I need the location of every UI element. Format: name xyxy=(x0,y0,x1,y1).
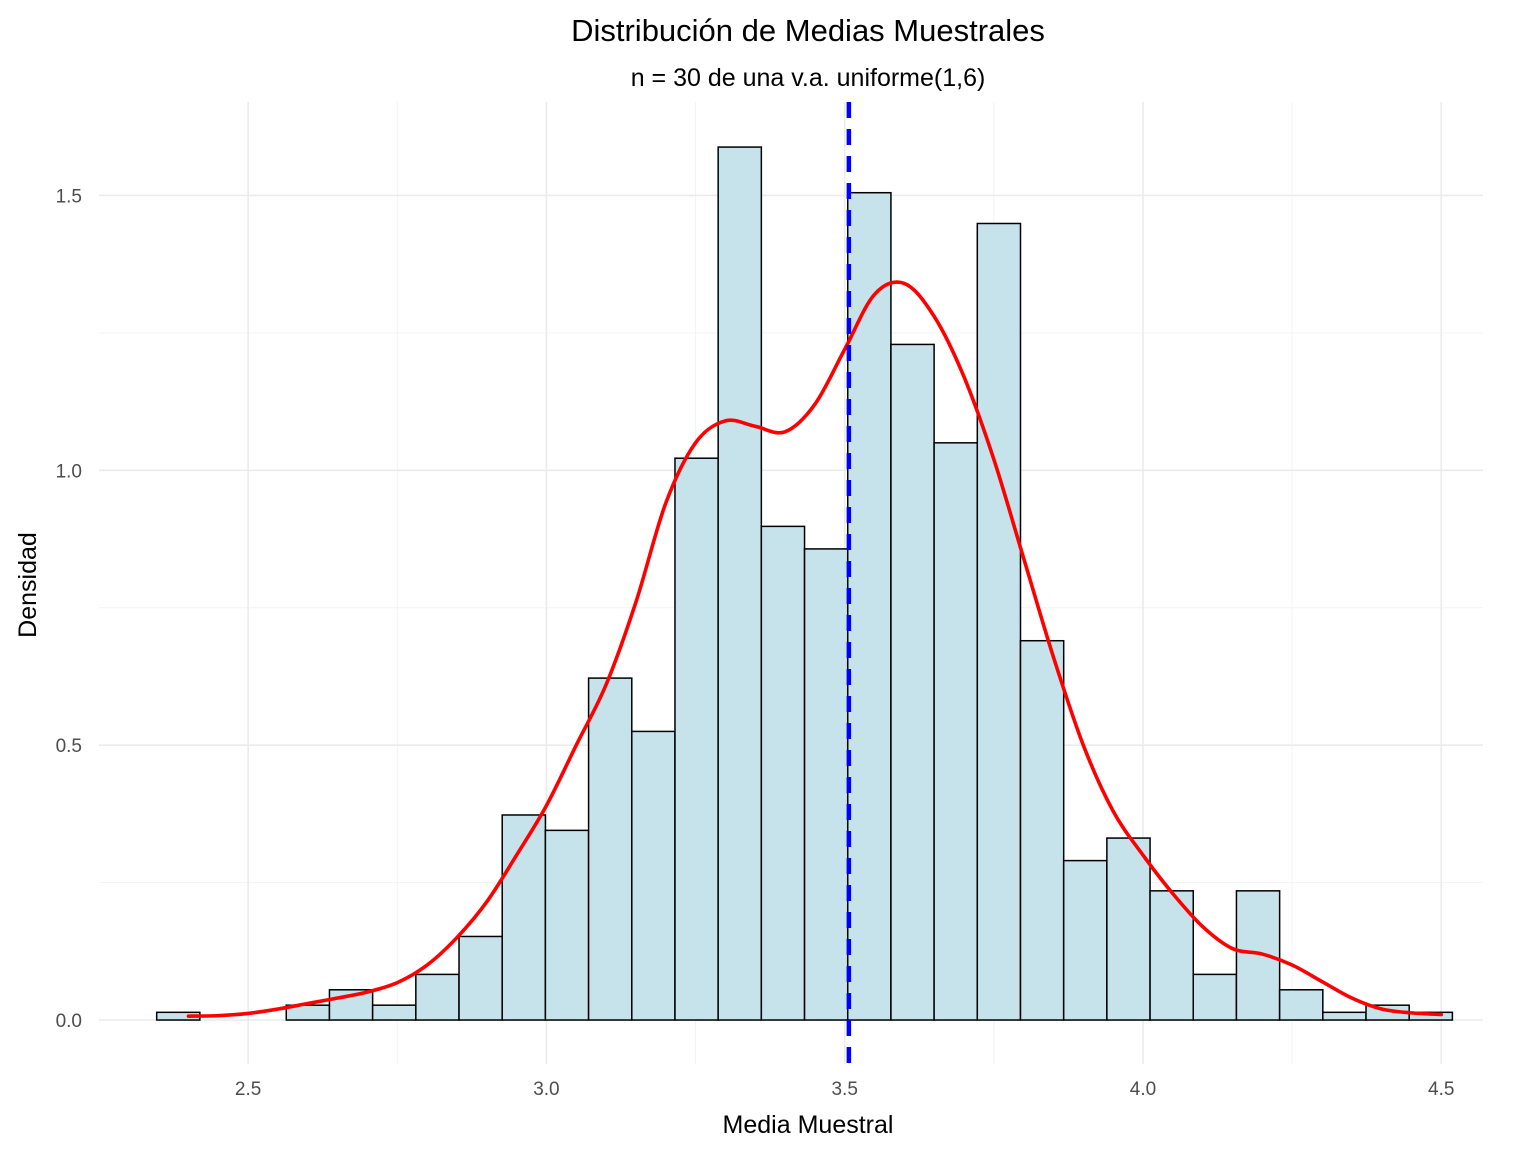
y-tick-label: 1.5 xyxy=(56,186,82,207)
histogram-bar xyxy=(674,457,719,1021)
histogram-bar xyxy=(587,677,633,1021)
histogram-bar xyxy=(1149,890,1195,1021)
x-tick-label: 3.0 xyxy=(533,1079,559,1100)
histogram-bar xyxy=(717,146,763,1021)
y-tick-label: 1.0 xyxy=(56,461,82,482)
chart-title: Distribución de Medias Muestrales xyxy=(571,13,1045,48)
x-tick-label: 2.5 xyxy=(235,1079,261,1100)
histogram-bar xyxy=(1106,837,1151,1021)
y-tick-label: 0.5 xyxy=(56,736,82,757)
histogram-bar xyxy=(846,191,892,1021)
x-tick-label: 4.5 xyxy=(1428,1079,1454,1100)
histogram-bar xyxy=(631,730,676,1021)
histogram-bar xyxy=(501,814,547,1021)
histogram-bar xyxy=(1019,639,1065,1021)
histogram-bar xyxy=(1278,989,1324,1021)
x-tick-label: 4.0 xyxy=(1130,1079,1156,1100)
density-layer xyxy=(186,280,1444,1018)
histogram-bar xyxy=(1062,859,1108,1021)
y-axis-tick-labels: 0.0 0.5 1.0 1.5 xyxy=(56,186,82,1032)
x-tick-label: 3.5 xyxy=(831,1079,857,1100)
histogram-bar xyxy=(760,525,806,1021)
histogram-bar xyxy=(933,442,979,1021)
histogram-bar xyxy=(458,935,503,1021)
density-curve xyxy=(186,280,1444,1018)
histogram-bar xyxy=(803,548,849,1021)
histogram-bar xyxy=(1322,1011,1367,1021)
x-axis-tick-labels: 2.5 3.0 3.5 4.0 4.5 xyxy=(235,1079,1455,1100)
histogram-bar xyxy=(1235,890,1281,1021)
histogram-bars xyxy=(155,146,1454,1021)
histogram-bar xyxy=(415,973,460,1021)
histogram-bar xyxy=(371,1004,417,1021)
histogram-bar xyxy=(1192,973,1238,1021)
histogram-bar xyxy=(976,222,1022,1021)
y-tick-label: 0.0 xyxy=(56,1011,82,1032)
y-axis-title: Densidad xyxy=(14,532,42,638)
histogram-bar xyxy=(890,343,935,1021)
chart-subtitle: n = 30 de una v.a. uniforme(1,6) xyxy=(631,64,986,92)
histogram-bar xyxy=(544,829,590,1021)
x-axis-title: Media Muestral xyxy=(723,1111,894,1139)
